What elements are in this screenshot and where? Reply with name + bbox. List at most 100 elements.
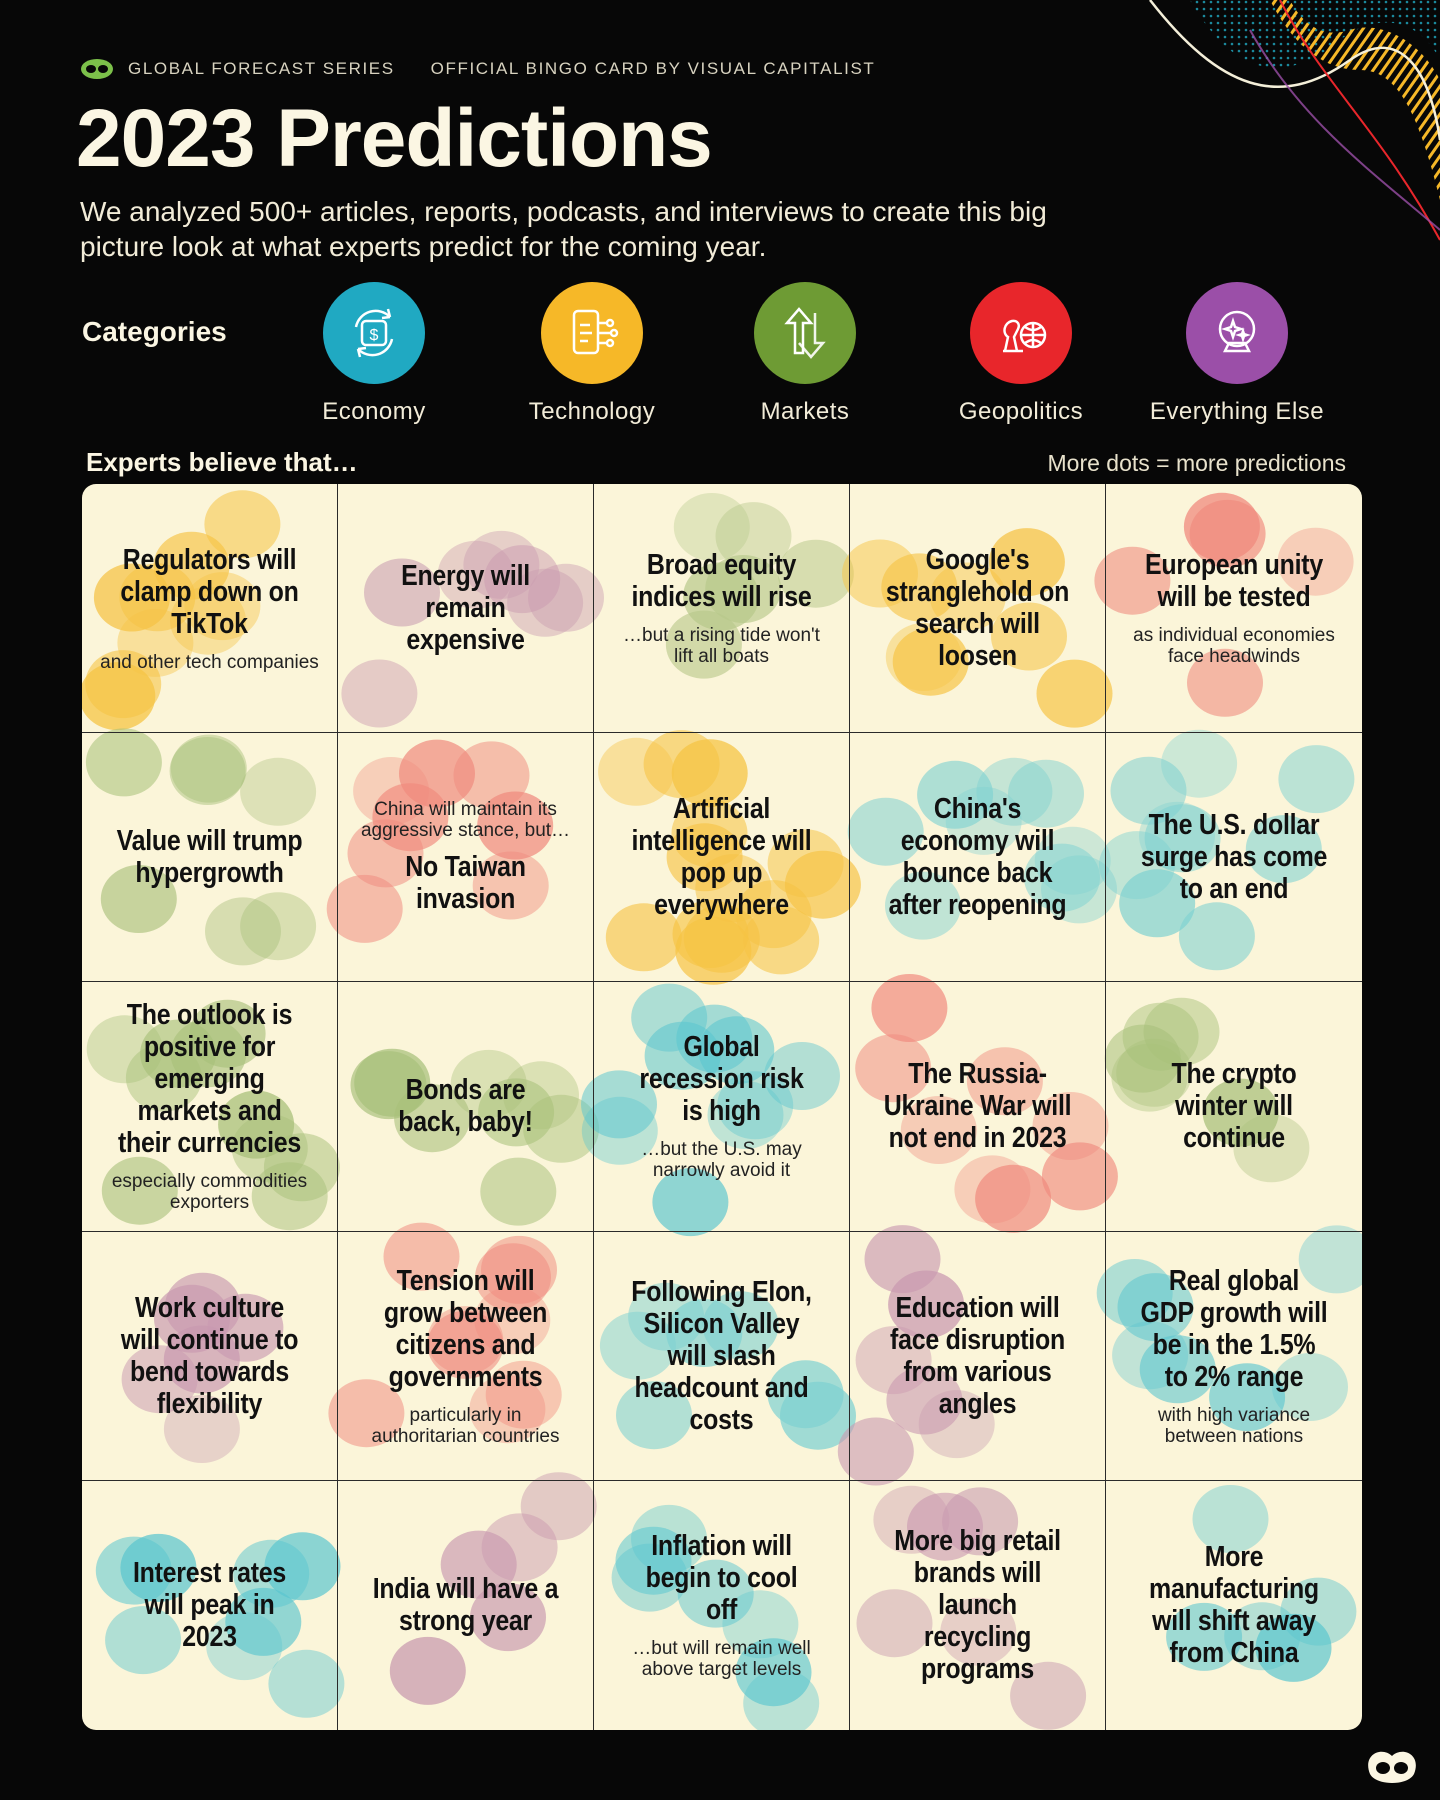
prediction-dot: [856, 1589, 933, 1658]
prediction-dot: [326, 874, 403, 943]
prediction-dot: [205, 897, 281, 966]
cell-prediction: Following Elon, Silicon Valley will slas…: [631, 1275, 812, 1436]
chess-globe-icon: [970, 282, 1072, 384]
prediction-dot: [399, 739, 475, 808]
prediction-dot: [1139, 801, 1215, 870]
cell-prediction: Energy will remain expensive: [401, 560, 530, 657]
prediction-dot: [1041, 1142, 1118, 1211]
bingo-cell: More big retail brands will launch recyc…: [850, 1480, 1106, 1730]
prediction-dot: [268, 1649, 345, 1718]
prediction-dot: [976, 757, 1053, 826]
prediction-dot: [383, 1222, 460, 1291]
prediction-dot: [240, 757, 317, 826]
prediction-dot: [233, 1539, 310, 1608]
prediction-dot: [673, 493, 750, 561]
prediction-dot: [1166, 1602, 1243, 1671]
bingo-cell: The Russia-Ukraine War will not end in 2…: [850, 982, 1106, 1232]
prediction-dot: [169, 737, 246, 805]
prediction-dot: [1161, 729, 1238, 798]
cell-prediction: Interest rates will peak in 2023: [132, 1557, 287, 1654]
category-name: Geopolitics: [958, 398, 1084, 425]
cell-prediction: Google's stranglehold on search will loo…: [885, 544, 1070, 673]
prediction-dot: [427, 1310, 504, 1379]
prediction-dot: [988, 528, 1065, 597]
bingo-card: Regulators will clamp down on TikTok and …: [82, 484, 1362, 1730]
prediction-dot: [450, 1049, 527, 1118]
prediction-dot: [702, 1291, 779, 1360]
prediction-dot: [743, 1669, 820, 1730]
prediction-dot: [163, 1395, 240, 1463]
cell-note: especially commodities exporters: [111, 1171, 308, 1214]
cell-prediction: Global recession risk is high: [639, 1031, 804, 1128]
prediction-dot: [218, 1090, 295, 1159]
cell-prediction: Bonds are back, baby!: [398, 1074, 533, 1139]
prediction-dot: [341, 659, 418, 728]
cell-note: and other tech companies: [100, 651, 319, 673]
bingo-cell: Work culture will continue to bend towar…: [82, 1231, 338, 1481]
prediction-dot: [677, 1559, 754, 1628]
prediction-dot: [615, 1526, 692, 1595]
cell-prediction: Real global GDP growth will be in the 1.…: [1140, 1264, 1328, 1393]
prediction-dot: [86, 1015, 163, 1084]
prediction-dot: [581, 1096, 658, 1165]
prediction-dot: [469, 1375, 546, 1444]
prediction-dot: [354, 1048, 431, 1117]
prediction-dot: [507, 568, 584, 637]
prediction-dot: [1099, 831, 1175, 900]
cell-prediction: The crypto winter will continue: [1171, 1058, 1297, 1155]
prediction-dot: [1112, 1321, 1189, 1390]
prediction-dot: [82, 662, 156, 731]
svg-text:$: $: [370, 327, 379, 344]
prediction-dot: [616, 1381, 692, 1450]
bingo-cell: The crypto winter will continue: [1106, 982, 1362, 1232]
prediction-dot: [672, 900, 749, 968]
prediction-dot: [847, 797, 924, 866]
prediction-dot: [864, 1225, 941, 1294]
bingo-cell: Inflation will begin to cool off …but wil…: [594, 1480, 850, 1730]
decorative-wave-graphic: [1149, 0, 1440, 241]
cell-prediction: More manufacturing will shift away from …: [1149, 1541, 1319, 1670]
bingo-cell: China's economy will bounce back after r…: [850, 733, 1106, 983]
category-name: Economy: [322, 398, 426, 425]
prediction-dot: [599, 1311, 676, 1380]
category-name: Markets: [760, 398, 850, 425]
prediction-dot: [85, 728, 162, 797]
bingo-cell: Artificial intelligence will pop up ever…: [594, 733, 850, 983]
cell-prediction: Broad equity indices will rise: [631, 549, 812, 614]
prediction-dot: [481, 1235, 557, 1304]
prediction-dot: [189, 999, 266, 1068]
category-markets: Markets: [700, 282, 910, 426]
prediction-dot: [1117, 1273, 1194, 1342]
prediction-dot: [886, 1366, 963, 1435]
bingo-cell: Energy will remain expensive: [338, 484, 594, 734]
prediction-dot: [364, 558, 440, 627]
prediction-dot: [767, 1360, 844, 1429]
prediction-dot: [121, 1345, 198, 1414]
prediction-dot: [1255, 1613, 1332, 1682]
prediction-dot: [954, 1155, 1031, 1224]
series-header: GLOBAL FORECAST SERIES OFFICIAL BINGO CA…: [80, 58, 875, 80]
category-technology: Technology: [487, 282, 697, 426]
prediction-dot: [503, 1061, 579, 1130]
cell-note: …but will remain well above target level…: [632, 1638, 811, 1681]
dots-legend: More dots = more predictions: [1047, 450, 1347, 476]
prediction-dot: [871, 974, 948, 1042]
bingo-cell: Interest rates will peak in 2023: [82, 1480, 338, 1730]
prediction-dot: [170, 734, 247, 803]
prediction-dot: [120, 1533, 197, 1602]
prediction-dot: [470, 1583, 546, 1652]
prediction-dot: [263, 1133, 340, 1202]
bingo-cell: The outlook is positive for emerging mar…: [82, 982, 338, 1232]
prediction-dot: [347, 819, 424, 888]
prediction-dot: [683, 562, 760, 631]
circuit-phone-icon: [541, 282, 643, 384]
prediction-dot: [105, 1606, 182, 1675]
bingo-cell: China will maintain its aggressive stanc…: [338, 733, 594, 983]
prediction-dot: [100, 865, 177, 933]
prediction-dot: [735, 880, 812, 949]
bingo-cell: Broad equity indices will rise …but a ris…: [594, 484, 850, 734]
prediction-dot: [231, 1114, 308, 1183]
category-everything-else: Everything Else: [1132, 282, 1342, 426]
cell-prediction: No Taiwan invasion: [405, 851, 526, 916]
prediction-dot: [940, 1597, 1017, 1666]
